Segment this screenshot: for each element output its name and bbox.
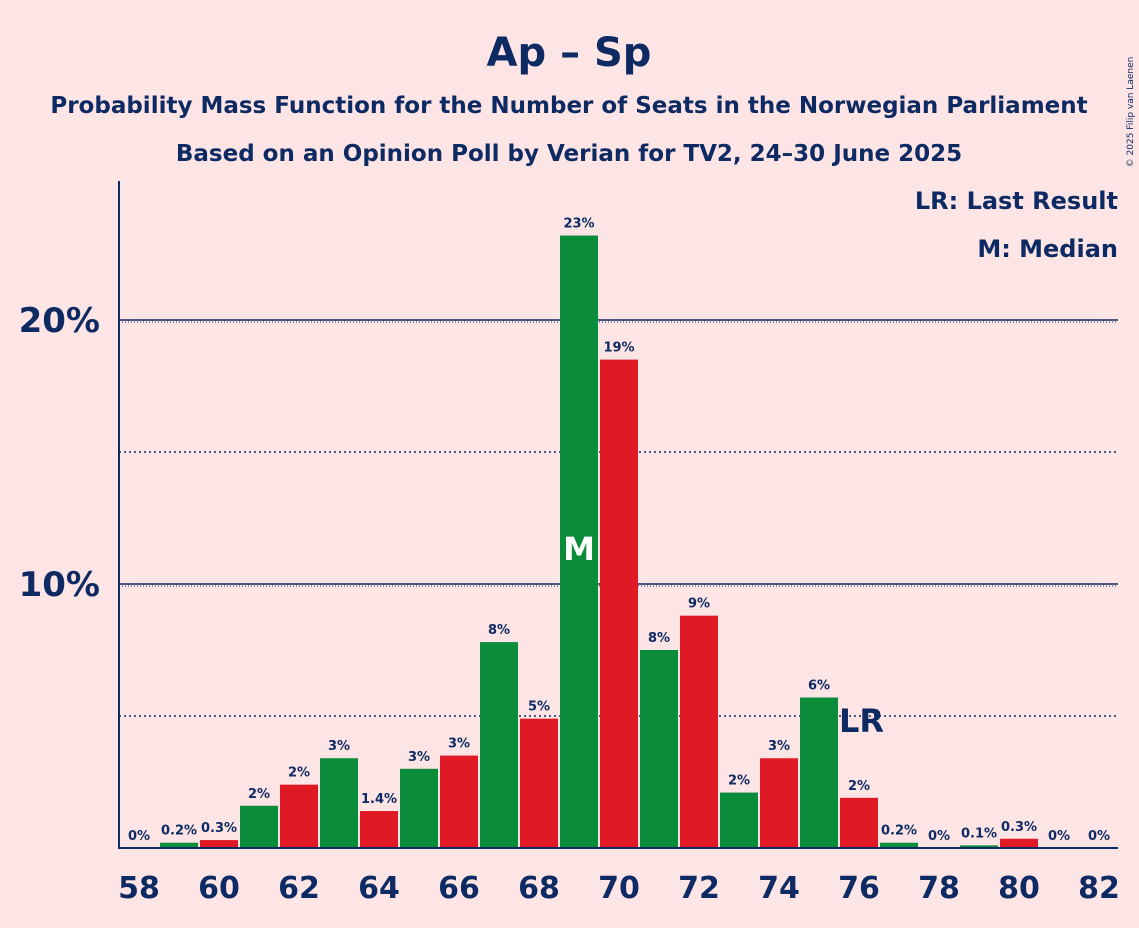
bar-70 [600,359,638,848]
y-tick-label: 20% [19,301,100,341]
bar-71 [640,650,678,848]
chart-subtitle-2: Based on an Opinion Poll by Verian for T… [176,141,962,167]
data-label-68: 5% [528,700,550,715]
bar-63 [320,758,358,848]
bar-60 [200,840,238,848]
data-label-69: 23% [563,217,594,232]
bar-69 [560,235,598,848]
x-tick-label: 74 [758,871,800,906]
bar-66 [440,755,478,848]
data-label-60: 0.3% [201,821,237,836]
data-label-80: 0.3% [1001,820,1037,835]
bar-74 [760,758,798,848]
bar-64 [360,811,398,848]
bar-79 [960,845,998,848]
data-label-73: 2% [728,774,750,789]
data-label-71: 8% [648,631,670,646]
bar-76 [840,797,878,848]
legend-last-result: LR: Last Result [915,187,1118,215]
bar-72 [680,615,718,848]
bar-77 [880,842,918,848]
data-label-72: 9% [688,597,710,612]
y-tick-label: 10% [19,565,100,605]
bar-65 [400,768,438,848]
x-tick-label: 58 [118,871,160,906]
data-label-58: 0% [128,829,150,844]
bar-68 [520,718,558,848]
data-label-59: 0.2% [161,824,197,839]
x-tick-label: 72 [678,871,720,906]
chart-title: Ap – Sp [487,30,652,76]
copyright-text: © 2025 Filip van Laenen [1126,57,1136,168]
median-marker: M [563,530,595,568]
data-label-70: 19% [603,341,634,356]
bar-67 [480,642,518,848]
bar-61 [240,805,278,848]
data-label-67: 8% [488,623,510,638]
data-label-62: 2% [288,766,310,781]
data-label-63: 3% [328,739,350,754]
axes-layer: 10% 20% 58 60 62 64 66 68 70 72 74 76 78 80 82 [19,181,1120,906]
data-label-66: 3% [448,737,470,752]
chart-subtitle-1: Probability Mass Function for the Number… [50,93,1087,119]
data-label-78: 0% [928,829,950,844]
x-tick-label: 66 [438,871,480,906]
data-label-82: 0% [1088,829,1110,844]
x-tick-label: 68 [518,871,560,906]
data-label-64: 1.4% [361,792,397,807]
x-tick-label: 62 [278,871,320,906]
data-label-77: 0.2% [881,824,917,839]
bar-80 [1000,838,1038,848]
bars-layer: 0% 0.2% 0.3% 2% 2% 3% 1.4% 3% 3% 8% 5% 23% M 19% 8% 9% 2… [128,217,1110,848]
bar-73 [720,792,758,848]
legend-median: M: Median [977,235,1118,263]
bar-59 [160,842,198,848]
data-label-81: 0% [1048,829,1070,844]
data-label-76: 2% [848,779,870,794]
x-tick-label: 70 [598,871,640,906]
data-label-74: 3% [768,739,790,754]
bar-75 [800,697,838,848]
data-label-79: 0.1% [961,826,997,841]
x-tick-label: 76 [838,871,880,906]
x-tick-label: 78 [918,871,960,906]
x-tick-label: 60 [198,871,240,906]
x-tick-label: 80 [998,871,1040,906]
x-tick-label: 82 [1078,871,1120,906]
data-label-65: 3% [408,750,430,765]
bar-62 [280,784,318,848]
data-label-75: 6% [808,679,830,694]
x-tick-label: 64 [358,871,400,906]
last-result-marker: LR [839,702,884,740]
data-label-61: 2% [248,787,270,802]
